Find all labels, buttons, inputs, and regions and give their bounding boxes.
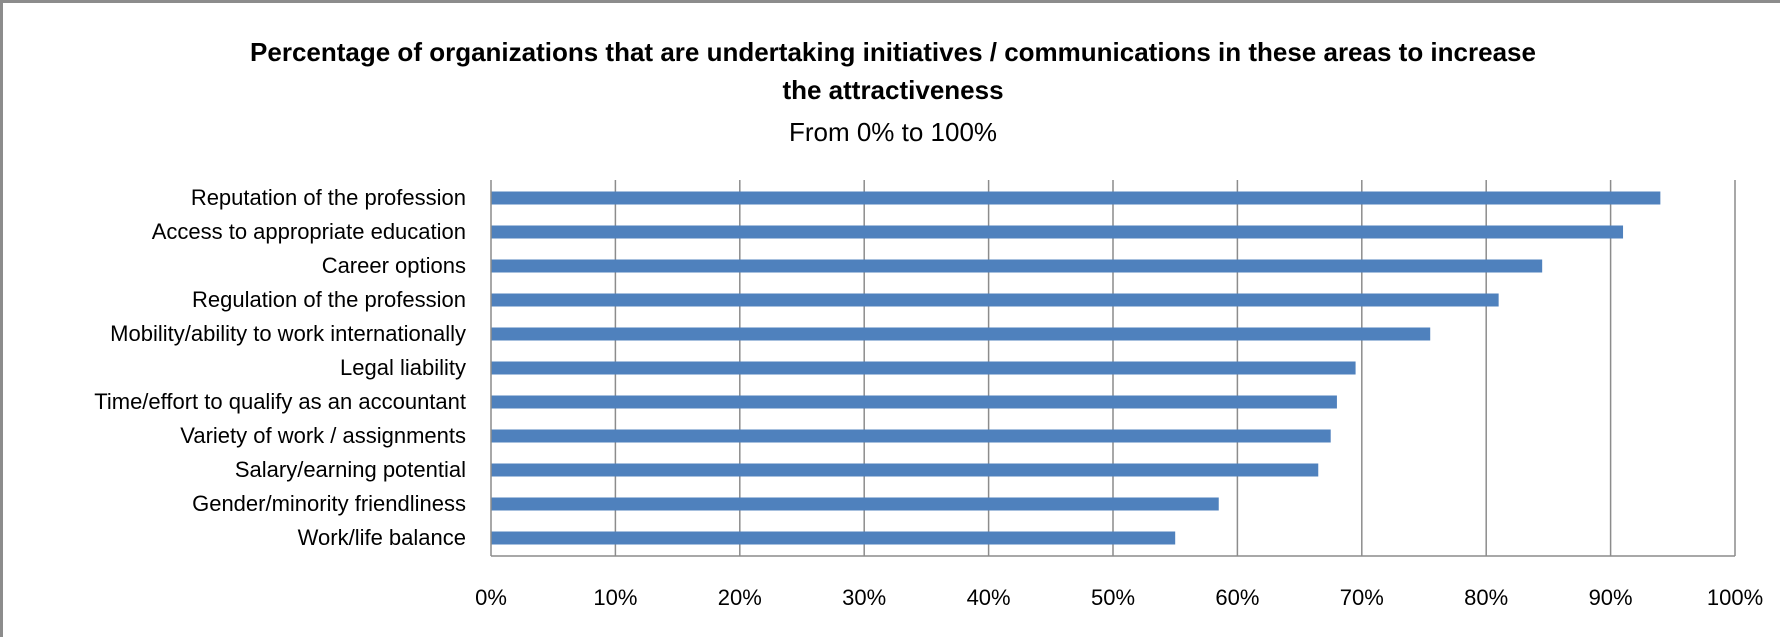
x-tick-label: 90% (1589, 585, 1633, 610)
category-label: Salary/earning potential (235, 457, 466, 482)
bar (491, 429, 1331, 443)
category-label: Gender/minority friendliness (192, 491, 466, 516)
bar (491, 361, 1356, 375)
category-label: Legal liability (340, 355, 466, 380)
category-label: Reputation of the profession (191, 185, 466, 210)
category-label: Access to appropriate education (152, 219, 466, 244)
x-tick-label: 40% (967, 585, 1011, 610)
category-label: Mobility/ability to work internationally (110, 321, 466, 346)
bar (491, 531, 1176, 545)
bar (491, 395, 1337, 409)
category-label: Variety of work / assignments (180, 423, 466, 448)
chart-title: Percentage of organizations that are und… (3, 33, 1780, 109)
x-tick-label: 20% (718, 585, 762, 610)
chart-subtitle: From 0% to 100% (788, 117, 998, 147)
category-labels: Reputation of the profession Access to ap… (94, 185, 466, 550)
x-tick-labels: 0% 10% 20% 30% 40% 50% 60% 70% 80% 90% 100% (475, 585, 1763, 610)
x-tick-label: 80% (1464, 585, 1508, 610)
chart-title-line-1: Percentage of organizations that are und… (250, 37, 1536, 67)
x-tick-label: 50% (1091, 585, 1135, 610)
category-label: Regulation of the profession (192, 287, 466, 312)
x-tick-label: 0% (475, 585, 507, 610)
x-tick-label: 100% (1707, 585, 1763, 610)
bar (491, 225, 1624, 239)
x-tick-label: 70% (1340, 585, 1384, 610)
x-tick-label: 60% (1215, 585, 1259, 610)
bar (491, 497, 1219, 511)
chart-title-line-2: the attractiveness (782, 75, 1004, 105)
category-label: Career options (322, 253, 466, 278)
category-label: Work/life balance (298, 525, 466, 550)
bar (491, 191, 1661, 205)
bar (491, 259, 1543, 273)
category-label: Time/effort to qualify as an accountant (94, 389, 466, 414)
axes (490, 180, 1735, 557)
bar (491, 293, 1499, 307)
x-tick-label: 10% (593, 585, 637, 610)
bar (491, 327, 1431, 341)
bar (491, 463, 1319, 477)
bars (491, 191, 1661, 545)
x-tick-label: 30% (842, 585, 886, 610)
